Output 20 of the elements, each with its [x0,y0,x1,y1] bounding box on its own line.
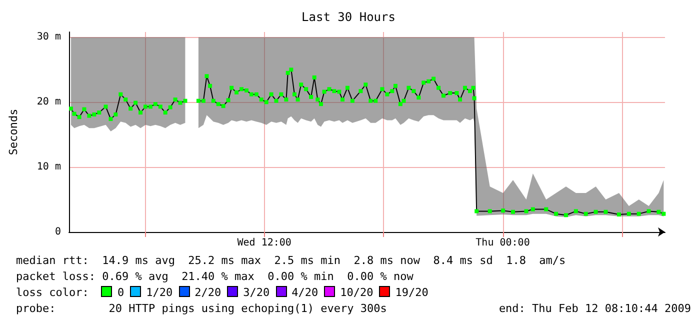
text: loss color: [16,286,90,299]
text: 2/20 [194,286,222,299]
text: end: Thu Feb 12 08:10:44 2009 [498,301,691,317]
y-axis-title: Seconds [7,108,20,156]
text: packet loss: 0.69 % avg 21.40 % max 0.00 % min 0.00 % now [16,270,414,283]
text: 4/20 [292,286,318,299]
text: 19/20 [395,286,428,299]
x-tick-label: Wed 12:00 [237,238,292,248]
y-tick-label: 10 m [36,162,61,173]
text: 10/20 [340,286,374,299]
text: 0 [117,286,124,299]
text: median rtt: 14.9 ms avg 25.2 ms max 2.5 ms min 2.8 ms now 8.4 ms sd 1.8 am/s [16,254,566,267]
text: 3/20 [243,286,270,299]
text: 1/20 [146,286,173,299]
y-tick-label: 0 [54,226,61,238]
chart-title: Last 30 Hours [302,10,396,24]
x-tick-label: Thu 00:00 [476,238,530,248]
y-tick-label: 30 m [36,32,61,43]
y-tick-label: 20 m [36,96,61,108]
text: probe: 20 HTTP pings using echoping(1) every 300s [16,302,387,315]
